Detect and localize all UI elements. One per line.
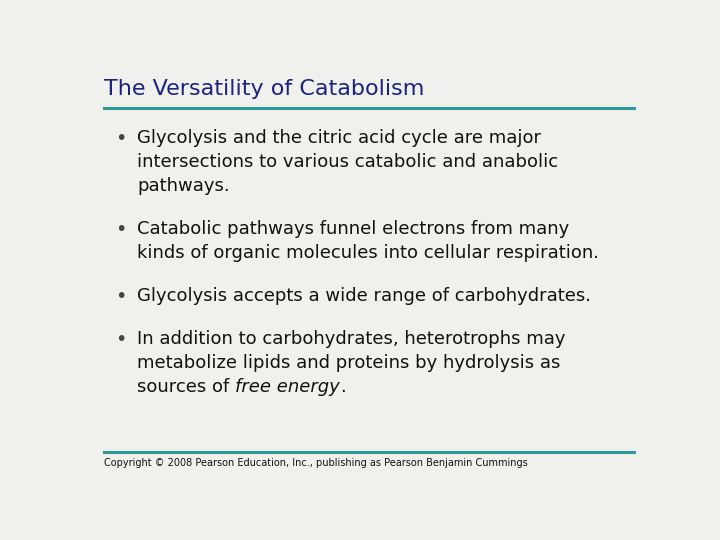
Text: Glycolysis accepts a wide range of carbohydrates.: Glycolysis accepts a wide range of carbo… bbox=[138, 287, 591, 305]
Text: .: . bbox=[340, 379, 346, 396]
Text: In addition to carbohydrates, heterotrophs may: In addition to carbohydrates, heterotrop… bbox=[138, 330, 566, 348]
Text: metabolize lipids and proteins by hydrolysis as: metabolize lipids and proteins by hydrol… bbox=[138, 354, 561, 372]
Text: pathways.: pathways. bbox=[138, 178, 230, 195]
Text: Copyright © 2008 Pearson Education, Inc., publishing as Pearson Benjamin Cumming: Copyright © 2008 Pearson Education, Inc.… bbox=[104, 458, 528, 468]
Text: Catabolic pathways funnel electrons from many: Catabolic pathways funnel electrons from… bbox=[138, 220, 570, 238]
Text: kinds of organic molecules into cellular respiration.: kinds of organic molecules into cellular… bbox=[138, 245, 600, 262]
Text: The Versatility of Catabolism: The Versatility of Catabolism bbox=[104, 79, 424, 99]
Text: intersections to various catabolic and anabolic: intersections to various catabolic and a… bbox=[138, 153, 559, 171]
Text: •: • bbox=[115, 220, 127, 239]
Text: free energy: free energy bbox=[235, 379, 340, 396]
Text: •: • bbox=[115, 330, 127, 349]
Text: •: • bbox=[115, 287, 127, 306]
Text: Glycolysis and the citric acid cycle are major: Glycolysis and the citric acid cycle are… bbox=[138, 129, 541, 147]
Text: •: • bbox=[115, 129, 127, 149]
Text: sources of: sources of bbox=[138, 379, 235, 396]
